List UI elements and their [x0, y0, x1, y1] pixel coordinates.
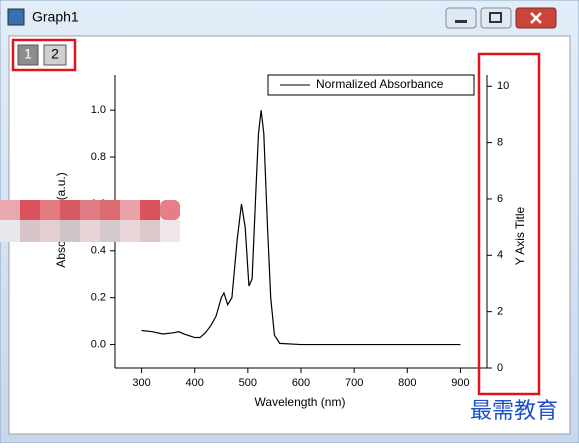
y2-tick-label: 10	[497, 80, 509, 92]
x-tick-label: 300	[132, 377, 150, 389]
x-axis-title: Wavelength (nm)	[255, 395, 346, 409]
maximize-button[interactable]	[480, 7, 512, 29]
close-icon	[530, 12, 542, 24]
x-tick-label: 900	[451, 377, 469, 389]
x-tick-label: 700	[345, 377, 363, 389]
highlight-box	[477, 52, 541, 396]
y-tick-label: 1.0	[91, 104, 106, 116]
blur-overlay	[0, 200, 180, 242]
highlight-box	[11, 38, 77, 72]
layer-label: 1	[24, 46, 32, 62]
x-tick-label: 800	[398, 377, 416, 389]
y-tick-label: 0.2	[91, 292, 106, 304]
legend-box	[267, 74, 475, 96]
legend-label: Normalized Absorbance	[316, 77, 444, 91]
minimize-button[interactable]	[445, 7, 477, 29]
y-tick-label: 0.4	[91, 245, 106, 257]
maximize-icon	[489, 12, 502, 23]
y2-tick-label: 6	[497, 193, 503, 205]
x-tick-label: 400	[186, 377, 204, 389]
y2-tick-label: 4	[497, 249, 503, 261]
y2-tick-label: 0	[497, 362, 503, 374]
window-title: Graph1	[32, 9, 79, 25]
minimize-icon	[455, 20, 467, 23]
x-tick-label: 500	[239, 377, 257, 389]
x-tick-label: 600	[292, 377, 310, 389]
y-tick-label: 0.0	[91, 338, 106, 350]
y2-tick-label: 8	[497, 137, 503, 149]
window-icon	[7, 8, 25, 26]
layer-label: 2	[51, 46, 59, 62]
watermark: 最需教育	[470, 399, 558, 424]
y-tick-label: 0.8	[91, 151, 106, 163]
layer-button[interactable]	[43, 44, 67, 66]
layer-button[interactable]	[17, 44, 39, 66]
data-line	[141, 110, 461, 346]
plot: 3004005006007008009000.00.20.40.60.81.00…	[91, 75, 509, 389]
y2-tick-label: 2	[497, 306, 503, 318]
y2-axis-title: Y Axis Title	[513, 206, 527, 265]
